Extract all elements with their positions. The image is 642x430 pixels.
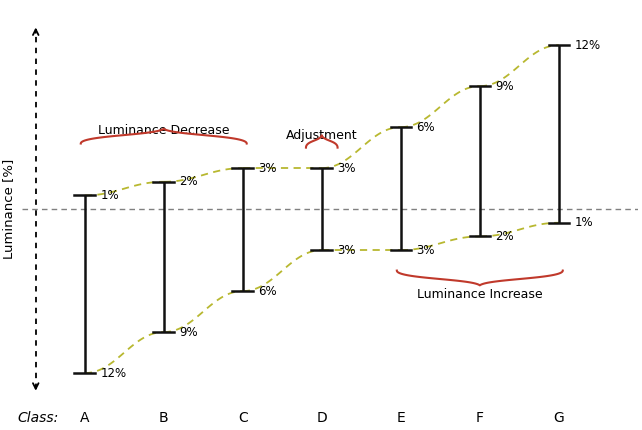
Text: 12%: 12% [575, 39, 601, 52]
Text: 12%: 12% [101, 366, 126, 380]
Text: 3%: 3% [338, 162, 356, 175]
Text: C: C [238, 412, 248, 425]
Text: 6%: 6% [259, 285, 277, 298]
Text: Class:: Class: [17, 412, 59, 425]
Text: B: B [159, 412, 169, 425]
Text: F: F [476, 412, 484, 425]
Text: 2%: 2% [496, 230, 514, 243]
Text: Luminance Decrease: Luminance Decrease [98, 124, 229, 137]
Text: Luminance Increase: Luminance Increase [417, 289, 542, 301]
Text: 1%: 1% [575, 216, 593, 229]
Text: Adjustment: Adjustment [286, 129, 358, 142]
Text: D: D [317, 412, 327, 425]
Text: 6%: 6% [417, 121, 435, 134]
Text: 2%: 2% [180, 175, 198, 188]
Text: 9%: 9% [180, 326, 198, 338]
Text: 1%: 1% [101, 189, 119, 202]
Text: E: E [396, 412, 405, 425]
Text: 3%: 3% [259, 162, 277, 175]
Text: G: G [553, 412, 564, 425]
Text: 3%: 3% [417, 243, 435, 257]
Text: Luminance [%]: Luminance [%] [1, 159, 15, 259]
Text: 9%: 9% [496, 80, 514, 92]
Text: A: A [80, 412, 89, 425]
Text: 3%: 3% [338, 243, 356, 257]
